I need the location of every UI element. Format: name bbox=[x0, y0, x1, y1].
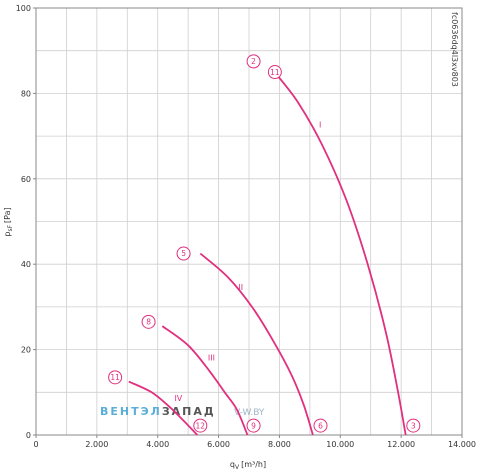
x-axis-label: qV [m³/h] bbox=[230, 460, 266, 471]
marker-11: 11 bbox=[267, 65, 282, 80]
x-tick-label: 10.000 bbox=[326, 440, 354, 449]
curve-label-i: I bbox=[319, 121, 321, 130]
marker-circle bbox=[193, 418, 208, 433]
marker-label: 6 bbox=[318, 421, 323, 430]
marker-6: 6 bbox=[313, 418, 328, 433]
marker-label: 2 bbox=[251, 57, 256, 66]
marker-label: 3 bbox=[411, 421, 416, 430]
plot-frame bbox=[35, 7, 463, 436]
marker-label: 12 bbox=[196, 421, 206, 430]
marker-8: 8 bbox=[141, 314, 156, 329]
x-tick-label: 6.000 bbox=[207, 440, 230, 449]
watermark-url: V-W.BY bbox=[234, 408, 265, 418]
x-axis-label-sub: V bbox=[235, 464, 240, 471]
marker-circle bbox=[108, 370, 123, 385]
marker-circle bbox=[406, 418, 421, 433]
marker-5: 5 bbox=[176, 246, 191, 261]
y-tick-label: 100 bbox=[16, 4, 31, 13]
grid bbox=[35, 7, 463, 436]
y-axis-label: psF[Pa] bbox=[3, 207, 14, 236]
curve-label-iii: III bbox=[208, 353, 215, 362]
marker-label: 8 bbox=[146, 318, 151, 327]
watermark: ВЕНТЭЛЗАПАД V-W.BY bbox=[100, 405, 265, 418]
y-axis-label-sub: sF bbox=[7, 224, 14, 231]
watermark-part1: ВЕНТЭЛ bbox=[100, 405, 162, 418]
y-tick-label: 60 bbox=[21, 175, 31, 184]
curve-label-iv: IV bbox=[174, 394, 182, 403]
fan-curve-iii bbox=[161, 325, 249, 436]
marker-circle bbox=[313, 418, 328, 433]
x-tick-label: 4.000 bbox=[146, 440, 169, 449]
marker-11: 11 bbox=[108, 370, 123, 385]
y-tick-label: 0 bbox=[26, 431, 31, 440]
x-tick-label: 8.000 bbox=[268, 440, 291, 449]
fan-curve-iv bbox=[128, 380, 198, 436]
marker-circle bbox=[246, 418, 261, 433]
x-tick-label: 14.000 bbox=[448, 440, 476, 449]
watermark-part2: ЗАПАД bbox=[162, 405, 216, 418]
marker-9: 9 bbox=[246, 418, 261, 433]
marker-circle bbox=[246, 54, 261, 69]
marker-2: 2 bbox=[246, 54, 261, 69]
marker-label: 11 bbox=[270, 68, 280, 77]
fan-curves bbox=[128, 73, 407, 436]
marker-3: 3 bbox=[406, 418, 421, 433]
marker-circle bbox=[141, 314, 156, 329]
x-axis-label-main: q bbox=[230, 460, 235, 469]
marker-label: 5 bbox=[181, 249, 186, 258]
marker-12: 12 bbox=[193, 418, 208, 433]
chart-code: fc0636dq4l3xv803 bbox=[450, 12, 459, 87]
x-tick-label: 12.000 bbox=[387, 440, 415, 449]
marker-circle bbox=[267, 65, 282, 80]
x-axis-ticks: 0 2.000 4.000 6.000 8.000 10.000 12.000 14.000 bbox=[33, 435, 476, 449]
y-axis-label-main: p bbox=[3, 232, 12, 237]
x-tick-label: 0 bbox=[33, 440, 38, 449]
marker-label: 9 bbox=[251, 421, 256, 430]
curve-label-ii: II bbox=[238, 283, 243, 292]
fan-curve-ii bbox=[199, 252, 314, 436]
y-tick-label: 80 bbox=[21, 89, 31, 98]
y-axis-ticks: 0 20 40 60 80 100 bbox=[16, 4, 36, 440]
y-tick-label: 20 bbox=[21, 346, 31, 355]
y-tick-label: 40 bbox=[21, 260, 31, 269]
watermark-text: ВЕНТЭЛЗАПАД bbox=[100, 405, 216, 418]
x-axis-label-unit: [m³/h] bbox=[241, 460, 266, 469]
marker-circle bbox=[176, 246, 191, 261]
marker-label: 11 bbox=[110, 373, 120, 382]
fan-curve-i bbox=[275, 73, 407, 436]
x-tick-label: 2.000 bbox=[85, 440, 108, 449]
curve-markers: 2 11 3 5 6 8 9 11 12 bbox=[108, 54, 421, 433]
y-axis-label-unit: [Pa] bbox=[3, 207, 12, 223]
